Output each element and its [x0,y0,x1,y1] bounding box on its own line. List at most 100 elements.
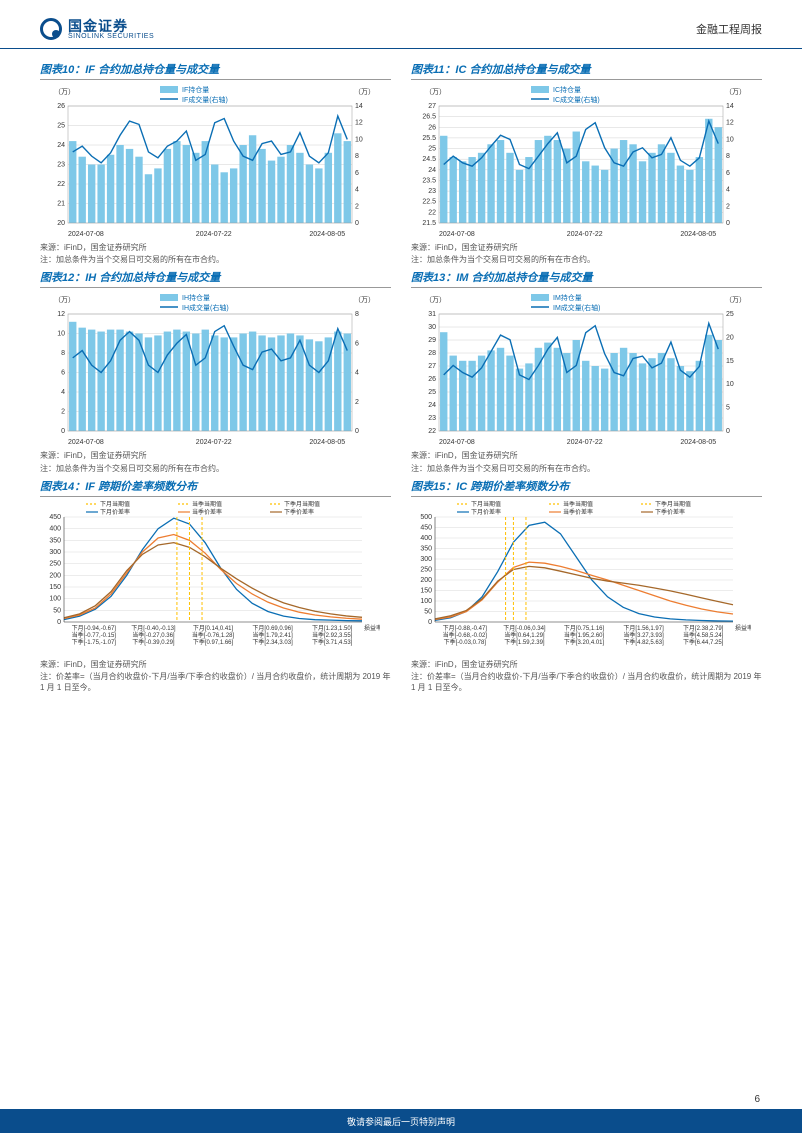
svg-text:下月价差率: 下月价差率 [471,508,501,516]
svg-text:下月[0.75,1.16]: 下月[0.75,1.16] [564,625,605,632]
svg-text:450: 450 [420,524,432,531]
svg-text:500: 500 [420,514,432,521]
chart-note: 注：加总条件为当个交易日可交易的所有在市合约。 [411,463,762,474]
svg-text:下月价差率: 下月价差率 [100,508,130,516]
chart-source: 来源：iFinD，国金证券研究所 [40,242,391,253]
svg-text:0: 0 [355,428,359,435]
svg-text:27: 27 [428,363,436,370]
logo-text: 国金证券 SINOLINK SECURITIES [68,19,154,40]
chart-grid: 图表10：IF 合约加总持仓量与成交量 20212223242526024681… [0,49,802,701]
svg-text:IC持仓量: IC持仓量 [553,85,581,94]
svg-text:当季[0.64,1.29]: 当季[0.64,1.29] [504,631,545,639]
svg-text:4: 4 [726,187,730,194]
svg-text:下季月当期值: 下季月当期值 [655,501,691,508]
svg-text:4: 4 [355,187,359,194]
svg-text:31: 31 [428,311,436,318]
svg-text:当季[-0.77,-0.15]: 当季[-0.77,-0.15] [72,631,117,639]
svg-text:300: 300 [49,549,61,556]
svg-text:25: 25 [726,311,734,318]
svg-text:下月[1.56,1.97]: 下月[1.56,1.97] [623,625,664,632]
svg-text:23: 23 [428,188,436,195]
svg-text:8: 8 [726,153,730,160]
svg-text:350: 350 [420,545,432,552]
chart-body: 222324252627282930310510152025（万）（万）2024… [411,292,762,447]
svg-text:12: 12 [57,311,65,318]
svg-text:12: 12 [726,120,734,127]
svg-text:100: 100 [49,595,61,602]
svg-text:当季[1.95,2.60]: 当季[1.95,2.60] [564,631,605,639]
svg-text:4: 4 [61,389,65,396]
svg-text:23: 23 [57,162,65,169]
svg-text:100: 100 [420,598,432,605]
svg-text:15: 15 [726,358,734,365]
svg-text:24: 24 [57,142,65,149]
svg-text:下季[2.34,3.03]: 下季[2.34,3.03] [252,638,293,646]
svg-text:当季价差率: 当季价差率 [192,508,222,516]
svg-text:下月[1.23,1.50]: 下月[1.23,1.50] [312,625,353,632]
svg-text:当季[-0.76,1.28]: 当季[-0.76,1.28] [192,631,235,639]
svg-text:当季[-0.27,0.36]: 当季[-0.27,0.36] [132,631,175,639]
svg-text:下月[-0.40,-0.13]: 下月[-0.40,-0.13] [131,625,176,632]
chart-title: 图表14：IF 跨期价差率频数分布 [40,478,391,497]
svg-text:2024-07-08: 2024-07-08 [68,439,104,446]
chart-title: 图表15：IC 跨期价差率频数分布 [411,478,762,497]
svg-text:2: 2 [61,409,65,416]
svg-text:400: 400 [49,525,61,532]
page-number: 6 [754,1094,760,1105]
svg-text:2024-08-05: 2024-08-05 [680,439,716,446]
svg-text:2024-07-22: 2024-07-22 [567,439,603,446]
svg-text:下季[-1.75,-1.07]: 下季[-1.75,-1.07] [72,638,117,646]
svg-text:下季[4.82,5.63]: 下季[4.82,5.63] [623,638,664,646]
svg-text:23.5: 23.5 [422,177,436,184]
svg-text:22.5: 22.5 [422,199,436,206]
svg-text:损益率: 损益率 [735,624,751,632]
svg-text:下月[-0.88,-0.47]: 下月[-0.88,-0.47] [443,625,488,632]
page-footer: 敬请参阅最后一页特别声明 [0,1109,802,1133]
svg-text:26.5: 26.5 [422,114,436,121]
svg-text:27: 27 [428,103,436,110]
svg-text:当季[1.79,2.41]: 当季[1.79,2.41] [252,631,293,639]
svg-text:当季当期值: 当季当期值 [563,501,593,508]
svg-text:2024-08-05: 2024-08-05 [309,231,345,238]
svg-text:20: 20 [726,335,734,342]
svg-text:24: 24 [428,167,436,174]
chart-10: 图表10：IF 合约加总持仓量与成交量 20212223242526024681… [40,61,391,265]
svg-text:22: 22 [428,209,436,216]
header-right: 金融工程周报 [696,21,762,37]
svg-text:当季当期值: 当季当期值 [192,501,222,508]
chart-note: 注：价差率=（当月合约收盘价-下月/当季/下季合约收盘价）/ 当月合约收盘价，统… [411,671,762,693]
svg-text:14: 14 [726,103,734,110]
svg-text:20: 20 [57,220,65,227]
svg-text:（万）: （万） [725,296,746,304]
svg-text:2024-07-08: 2024-07-08 [439,231,475,238]
svg-text:25: 25 [428,146,436,153]
chart-source: 来源：iFinD，国金证券研究所 [411,242,762,253]
svg-text:下季价差率: 下季价差率 [655,508,685,516]
chart-title: 图表10：IF 合约加总持仓量与成交量 [40,61,391,80]
logo-en: SINOLINK SECURITIES [68,33,154,40]
chart-11: 图表11：IC 合约加总持仓量与成交量 21.52222.52323.52424… [411,61,762,265]
svg-text:23: 23 [428,415,436,422]
chart-source: 来源：iFinD，国金证券研究所 [40,659,391,670]
chart-note: 注：价差率=（当月合约收盘价-下月/当季/下季合约收盘价）/ 当月合约收盘价，统… [40,671,391,693]
svg-text:29: 29 [428,337,436,344]
svg-text:下季[6.44,7.25]: 下季[6.44,7.25] [683,638,724,646]
svg-text:4: 4 [355,370,359,377]
svg-text:10: 10 [726,136,734,143]
chart-body: 2021222324252602468101214（万）（万）2024-07-0… [40,84,391,239]
svg-text:下月[0.69,0.96]: 下月[0.69,0.96] [252,625,293,632]
chart-source: 来源：iFinD，国金证券研究所 [411,659,762,670]
chart-13: 图表13：IM 合约加总持仓量与成交量 22232425262728293031… [411,269,762,473]
svg-text:下月[2.38,2.79]: 下月[2.38,2.79] [683,625,724,632]
svg-text:0: 0 [726,220,730,227]
svg-text:10: 10 [57,331,65,338]
svg-text:（万）: （万） [425,88,446,96]
svg-text:下季[0.97,1.66]: 下季[0.97,1.66] [193,638,234,646]
svg-text:下月[-0.94,-0.67]: 下月[-0.94,-0.67] [72,625,117,632]
chart-body: 02468101202468（万）（万）2024-07-082024-07-22… [40,292,391,447]
svg-text:下季价差率: 下季价差率 [284,508,314,516]
svg-text:当季[3.27,3.93]: 当季[3.27,3.93] [623,631,664,639]
svg-text:2: 2 [355,399,359,406]
logo: 国金证券 SINOLINK SECURITIES [40,18,154,40]
svg-text:14: 14 [355,103,363,110]
